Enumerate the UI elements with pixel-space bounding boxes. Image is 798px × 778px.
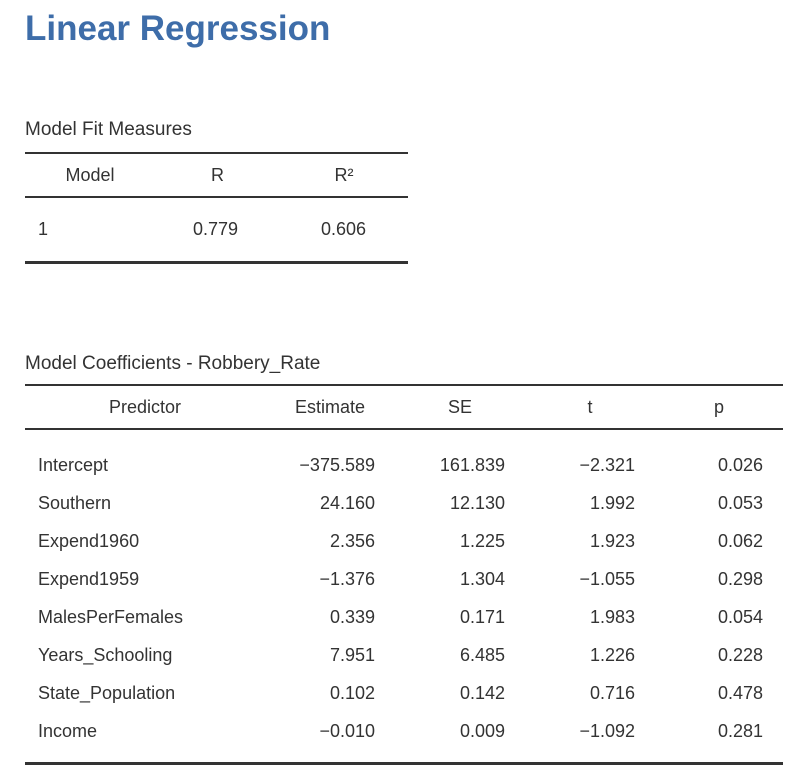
- col-header-p: p: [655, 385, 783, 430]
- predictor-cell: State_Population: [38, 683, 176, 703]
- estimate-cell: −375.589: [299, 455, 375, 475]
- col-header-t: t: [525, 385, 655, 430]
- coefficient-row-malesperfemales: MalesPerFemales 0.339 0.171 1.983 0.054: [25, 598, 783, 636]
- predictor-cell: Expend1960: [38, 531, 140, 551]
- se-cell: 0.009: [459, 721, 505, 741]
- p-cell: 0.228: [717, 645, 763, 665]
- coefficient-row-state-population: State_Population 0.102 0.142 0.716 0.478: [25, 674, 783, 712]
- t-cell: −1.055: [579, 569, 635, 589]
- p-cell: 0.026: [717, 455, 763, 475]
- estimate-cell: 2.356: [329, 531, 375, 551]
- se-cell: 0.142: [459, 683, 505, 703]
- col-header-se: SE: [395, 385, 525, 430]
- p-cell: 0.478: [717, 683, 763, 703]
- model-fit-table: Model R R² 1 0.779 0.606: [25, 152, 408, 264]
- coefficients-caption: Model Coefficients - Robbery_Rate: [25, 353, 321, 374]
- p-cell: 0.062: [717, 531, 763, 551]
- predictor-cell: Income: [38, 721, 98, 741]
- model-fit-caption: Model Fit Measures: [25, 119, 192, 140]
- predictor-cell: Years_Schooling: [38, 645, 173, 665]
- t-cell: 1.983: [589, 607, 635, 627]
- t-cell: 0.716: [589, 683, 635, 703]
- estimate-cell: 0.102: [329, 683, 375, 703]
- p-cell: 0.053: [717, 493, 763, 513]
- col-header-r-squared: R²: [280, 153, 408, 198]
- estimate-cell: 24.160: [319, 493, 375, 513]
- model-fit-header-row: Model R R²: [25, 153, 408, 198]
- se-cell: 161.839: [439, 455, 505, 475]
- coefficient-row-years-schooling: Years_Schooling 7.951 6.485 1.226 0.228: [25, 636, 783, 674]
- t-cell: 1.992: [589, 493, 635, 513]
- analysis-title: Linear Regression: [25, 9, 331, 48]
- coefficient-row-income: Income −0.010 0.009 −1.092 0.281: [25, 712, 783, 764]
- se-cell: 6.485: [459, 645, 505, 665]
- p-cell: 0.054: [717, 607, 763, 627]
- t-cell: 1.923: [589, 531, 635, 551]
- se-cell: 0.171: [459, 607, 505, 627]
- se-cell: 1.304: [459, 569, 505, 589]
- coefficient-row-intercept: Intercept −375.589 161.839 −2.321 0.026: [25, 429, 783, 484]
- col-header-predictor: Predictor: [25, 385, 265, 430]
- coefficients-header-row: Predictor Estimate SE t p: [25, 385, 783, 430]
- coefficients-table: Predictor Estimate SE t p Intercept −375…: [25, 384, 783, 765]
- model-fit-row: 1 0.779 0.606: [25, 197, 408, 263]
- se-cell: 12.130: [449, 493, 505, 513]
- r-value-cell: 0.779: [192, 219, 238, 239]
- p-cell: 0.281: [717, 721, 763, 741]
- estimate-cell: −0.010: [319, 721, 375, 741]
- r-squared-value-cell: 0.606: [320, 219, 366, 239]
- estimate-cell: 0.339: [329, 607, 375, 627]
- coefficient-row-expend1959: Expend1959 −1.376 1.304 −1.055 0.298: [25, 560, 783, 598]
- predictor-cell: Southern: [38, 493, 112, 513]
- t-cell: −2.321: [579, 455, 635, 475]
- t-cell: −1.092: [579, 721, 635, 741]
- predictor-cell: Intercept: [38, 455, 109, 475]
- se-cell: 1.225: [459, 531, 505, 551]
- t-cell: 1.226: [589, 645, 635, 665]
- estimate-cell: −1.376: [319, 569, 375, 589]
- predictor-cell: MalesPerFemales: [38, 607, 184, 627]
- model-number-cell: 1: [38, 219, 49, 239]
- estimate-cell: 7.951: [329, 645, 375, 665]
- col-header-model: Model: [25, 153, 155, 198]
- predictor-cell: Expend1959: [38, 569, 140, 589]
- col-header-estimate: Estimate: [265, 385, 395, 430]
- col-header-r: R: [155, 153, 280, 198]
- coefficient-row-expend1960: Expend1960 2.356 1.225 1.923 0.062: [25, 522, 783, 560]
- coefficient-row-southern: Southern 24.160 12.130 1.992 0.053: [25, 484, 783, 522]
- p-cell: 0.298: [717, 569, 763, 589]
